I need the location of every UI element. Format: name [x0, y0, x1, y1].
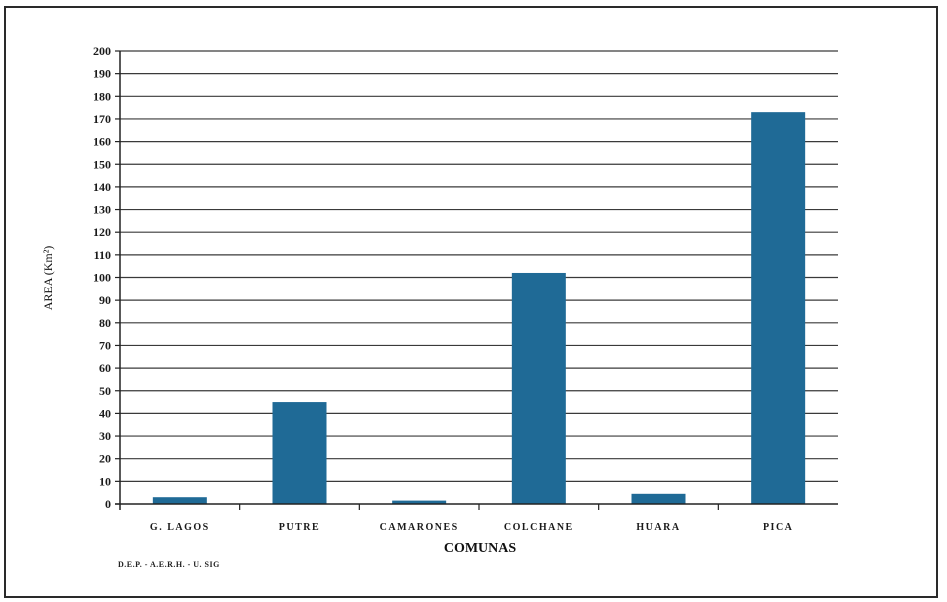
x-tick-label: CAMARONES	[380, 522, 459, 533]
bar	[392, 500, 447, 504]
y-tick-label: 190	[93, 67, 111, 81]
y-tick-label: 110	[94, 248, 111, 262]
y-tick-label: 50	[99, 384, 111, 398]
y-tick-label: 40	[99, 406, 111, 420]
labels: 0 10 20 30 40 50 60 70 80 90 100 110 120 130 140 150 160…	[93, 44, 793, 533]
x-tick-label: PUTRE	[279, 522, 320, 533]
bars	[152, 112, 806, 504]
y-tick-label: 70	[99, 338, 111, 352]
y-tick-label: 160	[93, 135, 111, 149]
y-tick-label: 200	[93, 44, 111, 58]
y-tick-label: 100	[93, 271, 111, 285]
bar	[272, 402, 327, 504]
y-axis-title: AREA (Km²)	[41, 246, 55, 311]
x-tick-label: COLCHANE	[504, 522, 574, 533]
y-tick-label: 180	[93, 89, 111, 103]
x-tick-label: PICA	[763, 522, 793, 533]
y-tick-label: 90	[99, 293, 111, 307]
y-tick-label: 80	[99, 316, 111, 330]
y-tick-label: 140	[93, 180, 111, 194]
y-tick-label: 120	[93, 225, 111, 239]
bar	[631, 493, 686, 504]
source-footnote: D.E.P. - A.E.R.H. - U. SIG	[118, 560, 220, 569]
y-tick-label: 30	[99, 429, 111, 443]
y-tick-label: 150	[93, 157, 111, 171]
y-tick-label: 10	[99, 474, 111, 488]
y-tick-label: 0	[105, 497, 111, 511]
x-tick-label: HUARA	[636, 522, 680, 533]
axes	[115, 50, 838, 510]
bar	[511, 272, 566, 504]
x-tick-label: G. LAGOS	[150, 522, 210, 533]
y-tick-label: 130	[93, 203, 111, 217]
y-tick-label: 20	[99, 452, 111, 466]
bar	[152, 497, 207, 504]
y-tick-label: 170	[93, 112, 111, 126]
gridlines	[120, 50, 838, 482]
y-tick-label: 60	[99, 361, 111, 375]
bar	[751, 112, 806, 504]
x-axis-title: COMUNAS	[444, 541, 517, 556]
